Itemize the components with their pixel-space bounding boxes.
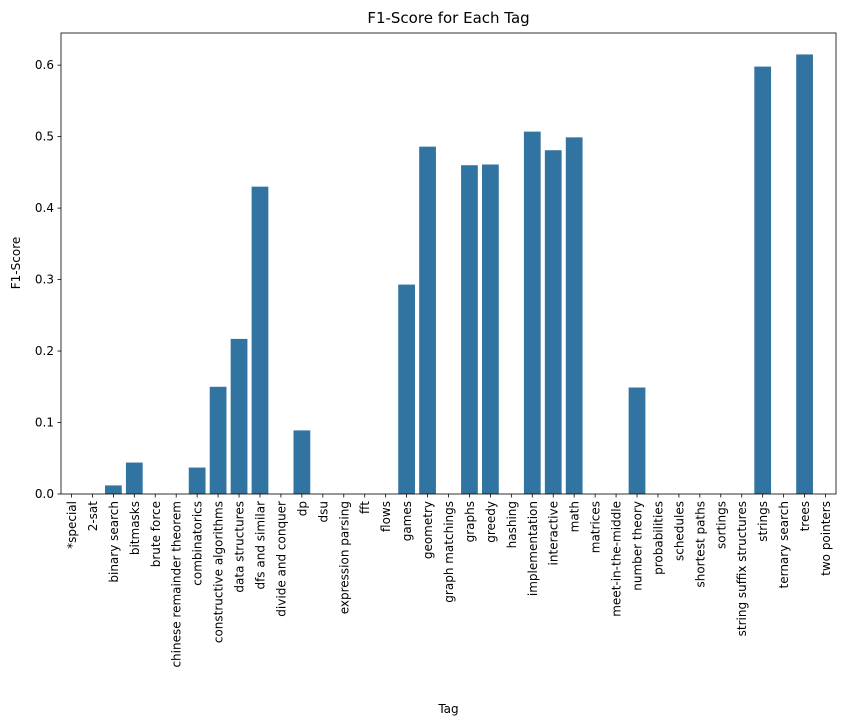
x-tick-label: games [400,501,414,541]
bar-games [398,284,415,494]
x-tick-label: constructive algorithms [212,501,226,643]
bar-geometry [419,146,436,495]
bar-data-structures [230,338,248,494]
y-tick-label: 0.6 [35,58,54,72]
y-tick-label: 0.2 [35,344,54,358]
x-tick-label: expression parsing [337,501,351,614]
x-tick-label: 2-sat [86,501,100,532]
y-axis-ticks: 0.0 0.1 0.2 0.3 0.4 0.5 0.6 [35,58,61,501]
bar-bitmasks [125,462,143,494]
x-tick-label: brute force [149,501,163,567]
x-tick-label: data structures [233,501,247,593]
x-tick-label: graphs [463,501,477,542]
x-tick-label: two pointers [819,501,833,576]
x-axis-ticks: *special 2-sat binary search bitmasks brute … [65,494,833,668]
y-axis-label: F1-Score [9,237,23,289]
x-tick-label: ternary search [777,501,791,588]
x-tick-label: hashing [505,501,519,548]
bars-group [104,54,813,495]
y-tick-label: 0.3 [35,273,54,287]
bar-greedy [482,164,499,494]
x-tick-label: implementation [526,501,540,596]
x-tick-label: *special [65,501,79,549]
x-tick-label: binary search [107,501,121,583]
y-tick-label: 0.1 [35,416,54,430]
x-tick-label: greedy [484,501,498,543]
plot-frame [60,32,837,495]
x-tick-label: graph matchings [442,501,456,603]
x-tick-label: schedules [672,501,686,561]
y-tick-label: 0.5 [35,130,54,144]
x-tick-label: dp [295,501,309,516]
bar-graphs [461,165,478,495]
y-tick-label: 0.0 [35,487,54,501]
x-tick-label: divide and conquer [274,501,288,617]
x-tick-label: geometry [421,501,435,559]
bar-dp [293,430,311,494]
x-tick-label: sortings [714,501,728,549]
bar-constructive-algorithms [209,386,227,494]
bar-math [565,137,583,494]
x-axis-label: Tag [437,702,458,716]
chart-title: F1-Score for Each Tag [367,9,529,27]
bar-implementation [523,131,541,494]
x-tick-label: trees [798,501,812,531]
bar-dfs-and-similar [251,186,269,494]
x-tick-label: bitmasks [128,501,142,555]
x-tick-label: combinatorics [191,501,205,586]
x-tick-label: fft [358,501,372,514]
x-tick-label: meet-in-the-middle [610,501,624,617]
bar-interactive [544,150,562,494]
x-tick-label: dfs and similar [253,501,267,590]
x-tick-label: chinese remainder theorem [170,501,184,668]
y-tick-label: 0.4 [35,201,54,215]
bar-number-theory [628,387,646,494]
x-tick-label: strings [756,501,770,542]
x-tick-label: matrices [589,501,603,553]
x-tick-label: number theory [631,501,645,591]
x-tick-label: interactive [547,501,561,565]
bar-combinatorics [188,467,206,494]
x-tick-label: probabilities [651,501,665,575]
bar-binary-search [104,485,122,494]
x-tick-label: shortest paths [693,501,707,588]
x-tick-label: dsu [316,501,330,522]
x-tick-label: string suffix structures [735,501,749,636]
bar-trees [796,54,813,494]
x-tick-label: math [568,501,582,532]
x-tick-label: flows [379,501,393,532]
bar-strings [754,66,772,494]
